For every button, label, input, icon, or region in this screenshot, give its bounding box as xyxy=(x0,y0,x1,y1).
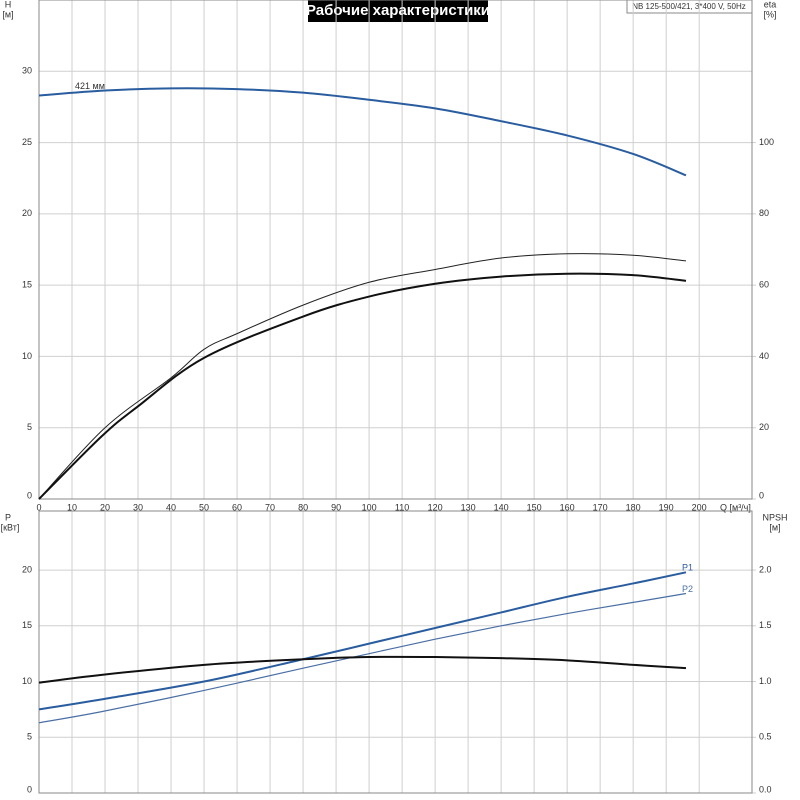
x-tick-label: 40 xyxy=(166,502,176,512)
title-box xyxy=(308,0,488,22)
plot-frame xyxy=(38,0,753,500)
y-tick-label: 15 xyxy=(22,620,32,630)
y-axis-label: H xyxy=(5,0,12,9)
curve-label: P1 xyxy=(682,563,693,573)
subtitle: NB 125-500/421, 3*400 V, 50Hz xyxy=(632,2,746,11)
y-tick-label: 5 xyxy=(27,732,32,742)
y2-tick-label: 0.5 xyxy=(759,732,772,742)
y2-tick-label: 2.0 xyxy=(759,564,772,574)
y2-tick-label: 80 xyxy=(759,208,769,218)
y2-axis-unit: [м] xyxy=(769,522,780,532)
x-tick-label: 90 xyxy=(331,502,341,512)
y-tick-label: 20 xyxy=(22,208,32,218)
x-tick-label: 160 xyxy=(560,502,575,512)
plot-frame xyxy=(38,510,753,794)
y-tick-label: 25 xyxy=(22,137,32,147)
y-tick-label: 20 xyxy=(22,564,32,574)
x-tick-label: 70 xyxy=(265,502,275,512)
y-tick-label: 0 xyxy=(27,784,32,794)
x-tick-label: 0 xyxy=(36,502,41,512)
y2-tick-label: 1.5 xyxy=(759,620,772,630)
x-tick-label: 120 xyxy=(428,502,443,512)
chart-title: Рабочие характеристики xyxy=(306,2,490,19)
x-tick-label: 10 xyxy=(67,502,77,512)
curve xyxy=(38,571,687,711)
curve xyxy=(38,87,687,177)
x-tick-label: 20 xyxy=(100,502,110,512)
y2-tick-label: 0 xyxy=(759,490,764,500)
y-tick-label: 5 xyxy=(27,422,32,432)
x-tick-label: 80 xyxy=(298,502,308,512)
y-tick-label: 0 xyxy=(27,490,32,500)
y2-tick-label: 1.0 xyxy=(759,676,772,686)
y2-tick-label: 60 xyxy=(759,280,769,290)
x-tick-label: 60 xyxy=(232,502,242,512)
y-tick-label: 15 xyxy=(22,280,32,290)
y2-tick-label: 0.0 xyxy=(759,784,772,794)
curve xyxy=(38,655,687,684)
x-tick-label: 170 xyxy=(593,502,608,512)
curve xyxy=(38,592,687,724)
y2-tick-label: 20 xyxy=(759,422,769,432)
y2-tick-label: 40 xyxy=(759,351,769,361)
y-tick-label: 10 xyxy=(22,351,32,361)
y2-tick-label: 100 xyxy=(759,137,774,147)
x-tick-label: 180 xyxy=(626,502,641,512)
x-tick-label: 110 xyxy=(395,502,409,512)
y-axis-unit: [м] xyxy=(2,9,13,19)
curve-label: P2 xyxy=(682,584,693,594)
curve xyxy=(38,253,687,500)
x-tick-label: 50 xyxy=(199,502,209,512)
curve-label: 421 мм xyxy=(75,81,105,91)
y-tick-label: 10 xyxy=(22,676,32,686)
x-tick-label: 150 xyxy=(527,502,542,512)
x-tick-label: 30 xyxy=(133,502,143,512)
x-axis-label: Q [м³/ч] xyxy=(720,502,751,512)
x-tick-label: 140 xyxy=(494,502,509,512)
y2-axis-label: eta xyxy=(764,0,777,9)
curve xyxy=(38,272,687,500)
y2-axis-unit: [%] xyxy=(763,9,776,19)
y-axis-unit: [кВт] xyxy=(1,522,20,532)
x-tick-label: 190 xyxy=(659,502,674,512)
y-axis-label: P xyxy=(5,512,11,522)
x-tick-label: 130 xyxy=(461,502,476,512)
y-tick-label: 30 xyxy=(22,66,32,76)
x-tick-label: 200 xyxy=(692,502,707,512)
x-tick-label: 100 xyxy=(362,502,377,512)
y2-axis-label: NPSH xyxy=(762,512,787,522)
